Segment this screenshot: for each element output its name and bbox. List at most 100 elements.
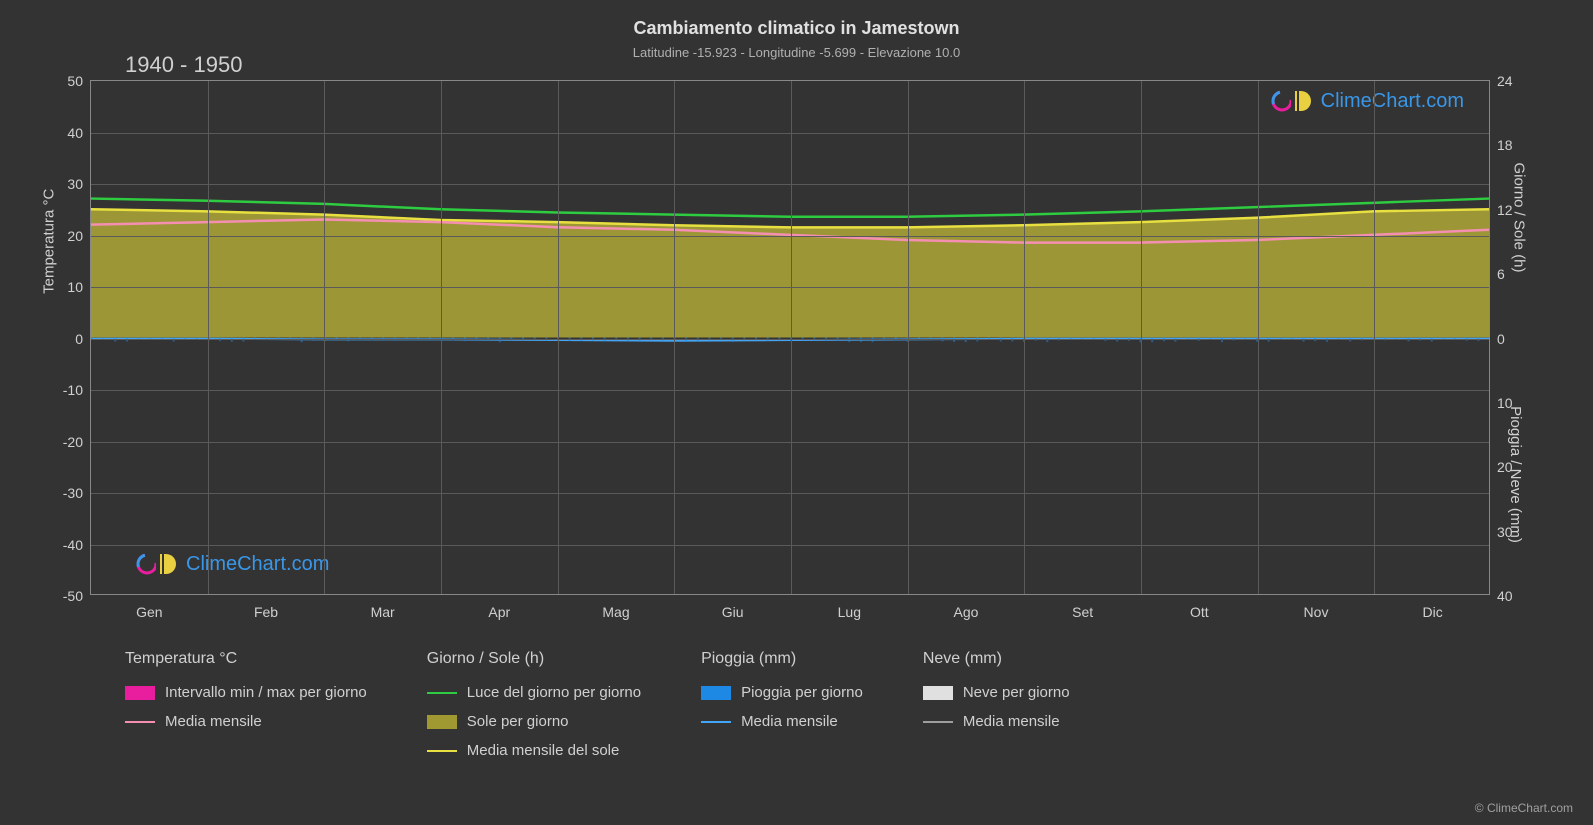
gridline-h bbox=[91, 287, 1489, 288]
y-tick-left: 50 bbox=[67, 73, 83, 89]
y-tick-left: 10 bbox=[67, 279, 83, 295]
gridline-v bbox=[908, 81, 909, 594]
legend-label: Media mensile bbox=[741, 713, 838, 730]
legend-header: Pioggia (mm) bbox=[701, 650, 863, 668]
gridline-h bbox=[91, 442, 1489, 443]
legend-label: Media mensile del sole bbox=[467, 742, 620, 759]
legend-label: Luce del giorno per giorno bbox=[467, 684, 641, 701]
y-tick-right-top: 0 bbox=[1497, 331, 1505, 347]
gridline-v bbox=[791, 81, 792, 594]
legend-col-rain: Pioggia (mm) Pioggia per giorno Media mens… bbox=[701, 650, 863, 759]
climate-chart: Cambiamento climatico in Jamestown Latit… bbox=[45, 0, 1548, 825]
y-tick-left: -50 bbox=[63, 588, 83, 604]
legend-item: Media mensile bbox=[701, 713, 863, 730]
x-tick: Nov bbox=[1304, 604, 1329, 620]
gridline-h bbox=[91, 545, 1489, 546]
gridline-h bbox=[91, 236, 1489, 237]
legend-swatch bbox=[923, 721, 953, 723]
y-tick-right-bottom: 30 bbox=[1497, 524, 1513, 540]
gridline-h bbox=[91, 133, 1489, 134]
legend-header: Giorno / Sole (h) bbox=[427, 650, 641, 668]
climechart-logo-icon bbox=[136, 552, 180, 576]
legend-swatch bbox=[427, 692, 457, 694]
legend: Temperatura °C Intervallo min / max per g… bbox=[125, 650, 1525, 759]
y-tick-right-top: 12 bbox=[1497, 202, 1513, 218]
x-tick: Feb bbox=[254, 604, 278, 620]
gridline-v bbox=[208, 81, 209, 594]
legend-swatch bbox=[701, 686, 731, 700]
y-tick-left: -40 bbox=[63, 537, 83, 553]
y-tick-left: -10 bbox=[63, 382, 83, 398]
legend-label: Intervallo min / max per giorno bbox=[165, 684, 367, 701]
legend-col-temp: Temperatura °C Intervallo min / max per g… bbox=[125, 650, 367, 759]
legend-item: Media mensile bbox=[923, 713, 1070, 730]
legend-label: Media mensile bbox=[963, 713, 1060, 730]
gridline-v bbox=[1258, 81, 1259, 594]
x-tick: Apr bbox=[488, 604, 510, 620]
gridline-h bbox=[91, 390, 1489, 391]
gridline-h bbox=[91, 493, 1489, 494]
legend-item: Intervallo min / max per giorno bbox=[125, 684, 367, 701]
y-tick-right-bottom: 10 bbox=[1497, 395, 1513, 411]
legend-swatch bbox=[427, 715, 457, 729]
legend-label: Sole per giorno bbox=[467, 713, 569, 730]
legend-item: Neve per giorno bbox=[923, 684, 1070, 701]
gridline-v bbox=[674, 81, 675, 594]
gridline-v bbox=[1024, 81, 1025, 594]
y-tick-right-bottom: 40 bbox=[1497, 588, 1513, 604]
legend-item: Media mensile del sole bbox=[427, 742, 641, 759]
legend-item: Sole per giorno bbox=[427, 713, 641, 730]
plot-svg bbox=[91, 81, 1489, 594]
gridline-v bbox=[441, 81, 442, 594]
x-tick: Ago bbox=[954, 604, 979, 620]
y-axis-right-top-label: Giorno / Sole (h) bbox=[1510, 163, 1527, 273]
legend-header: Neve (mm) bbox=[923, 650, 1070, 668]
y-tick-right-top: 6 bbox=[1497, 266, 1505, 282]
y-tick-left: 0 bbox=[75, 331, 83, 347]
legend-swatch bbox=[923, 686, 953, 700]
gridline-v bbox=[324, 81, 325, 594]
legend-col-sun: Giorno / Sole (h) Luce del giorno per gio… bbox=[427, 650, 641, 759]
y-axis-left-label: Temperatura °C bbox=[41, 188, 58, 293]
y-tick-left: 30 bbox=[67, 176, 83, 192]
x-tick: Lug bbox=[838, 604, 861, 620]
chart-title: Cambiamento climatico in Jamestown bbox=[45, 0, 1548, 39]
legend-label: Pioggia per giorno bbox=[741, 684, 863, 701]
y-tick-left: -30 bbox=[63, 485, 83, 501]
legend-header: Temperatura °C bbox=[125, 650, 367, 668]
legend-col-snow: Neve (mm) Neve per giorno Media mensile bbox=[923, 650, 1070, 759]
x-tick: Dic bbox=[1423, 604, 1443, 620]
x-tick: Mar bbox=[371, 604, 395, 620]
legend-label: Media mensile bbox=[165, 713, 262, 730]
x-tick: Set bbox=[1072, 604, 1093, 620]
y-tick-right-bottom: 20 bbox=[1497, 459, 1513, 475]
legend-swatch bbox=[125, 721, 155, 723]
legend-label: Neve per giorno bbox=[963, 684, 1070, 701]
y-tick-left: -20 bbox=[63, 434, 83, 450]
gridline-v bbox=[1374, 81, 1375, 594]
legend-item: Pioggia per giorno bbox=[701, 684, 863, 701]
gridline-h bbox=[91, 184, 1489, 185]
x-tick: Gen bbox=[136, 604, 162, 620]
gridline-h bbox=[91, 339, 1489, 340]
legend-swatch bbox=[427, 750, 457, 752]
legend-swatch bbox=[701, 721, 731, 723]
legend-swatch bbox=[125, 686, 155, 700]
chart-subtitle: Latitudine -15.923 - Longitudine -5.699 … bbox=[45, 39, 1548, 60]
gridline-v bbox=[558, 81, 559, 594]
gridline-v bbox=[1141, 81, 1142, 594]
watermark-bottom: ClimeChart.com bbox=[136, 552, 329, 576]
watermark-top: ClimeChart.com bbox=[1271, 89, 1464, 113]
x-tick: Giu bbox=[722, 604, 744, 620]
y-tick-right-top: 24 bbox=[1497, 73, 1513, 89]
climechart-logo-icon bbox=[1271, 89, 1315, 113]
watermark-text: ClimeChart.com bbox=[1321, 90, 1464, 113]
y-tick-left: 20 bbox=[67, 228, 83, 244]
period-label: 1940 - 1950 bbox=[125, 52, 242, 78]
legend-item: Luce del giorno per giorno bbox=[427, 684, 641, 701]
y-tick-left: 40 bbox=[67, 125, 83, 141]
x-tick: Mag bbox=[602, 604, 629, 620]
y-tick-right-top: 18 bbox=[1497, 137, 1513, 153]
legend-item: Media mensile bbox=[125, 713, 367, 730]
plot-area: Temperatura °C Giorno / Sole (h) Pioggia… bbox=[90, 80, 1490, 595]
